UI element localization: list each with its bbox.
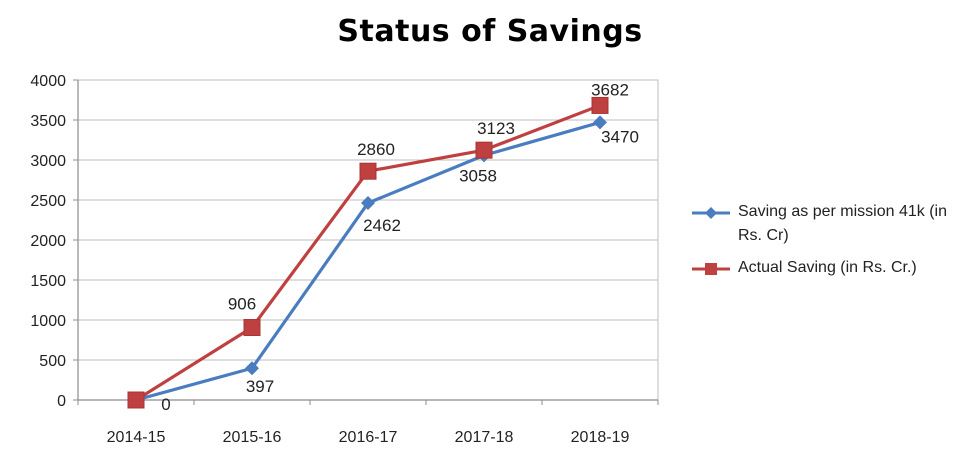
y-tick-label: 0: [57, 393, 66, 410]
x-tick-label: 2016-17: [339, 429, 398, 446]
x-tick-label: 2018-19: [571, 429, 630, 446]
legend: Saving as per mission 41k (in Rs. Cr) Ac…: [692, 200, 972, 312]
data-label: 397: [246, 377, 274, 396]
data-label: 2462: [363, 216, 401, 235]
x-tick-label: 2017-18: [455, 429, 514, 446]
y-tick-label: 1500: [30, 273, 66, 290]
data-label: 3123: [477, 119, 515, 138]
y-tick-label: 2000: [30, 233, 66, 250]
x-tick-label: 2014-15: [107, 429, 166, 446]
data-label: 3058: [459, 166, 497, 185]
data-point-square: [243, 319, 261, 337]
data-point-square: [475, 141, 493, 159]
data-point-diamond: [245, 361, 259, 376]
x-tick-label: 2015-16: [223, 429, 282, 446]
data-label: 906: [228, 295, 256, 314]
legend-label-planned: Saving as per mission 41k (in Rs. Cr): [738, 203, 947, 244]
legend-swatch-square-icon: [692, 263, 730, 275]
y-tick-label: 3000: [30, 153, 66, 170]
data-label: 3682: [591, 80, 629, 99]
data-label: 2860: [357, 140, 395, 159]
data-label: 0: [161, 395, 170, 414]
data-label: 3470: [601, 127, 639, 146]
data-point-diamond: [593, 115, 607, 130]
data-point-diamond: [361, 196, 375, 211]
chart-title: Status of Savings: [337, 14, 643, 49]
y-tick-label: 4000: [30, 73, 66, 90]
data-point-square: [359, 162, 377, 180]
legend-item-planned: Saving as per mission 41k (in Rs. Cr): [692, 200, 972, 256]
legend-swatch-diamond-icon: [692, 207, 730, 219]
legend-label-actual: Actual Saving (in Rs. Cr.): [738, 259, 917, 276]
y-tick-label: 3500: [30, 113, 66, 130]
legend-item-actual: Actual Saving (in Rs. Cr.): [692, 256, 972, 312]
data-point-square: [591, 96, 609, 114]
y-tick-label: 2500: [30, 193, 66, 210]
y-tick-label: 1000: [30, 313, 66, 330]
y-tick-label: 500: [39, 353, 66, 370]
data-point-square: [127, 391, 145, 409]
